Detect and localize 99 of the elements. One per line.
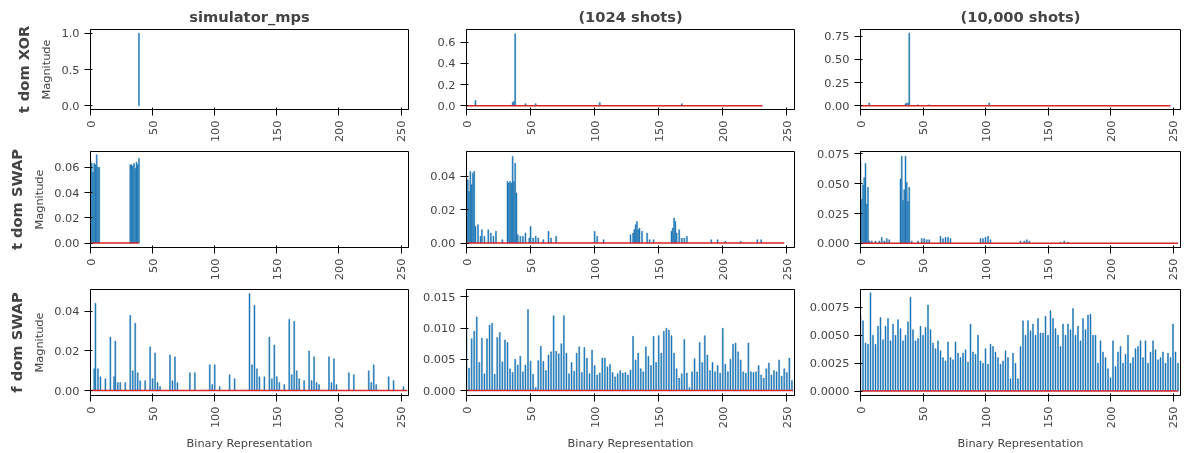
- y-tick-label: 0.02: [430, 202, 456, 217]
- x-tick-label: 150: [269, 258, 284, 281]
- x-tick-label: 250: [779, 406, 794, 429]
- y-tick-label: 0.0075: [809, 300, 850, 315]
- x-tick-label: 100: [207, 406, 222, 429]
- x-axis-title: Binary Representation: [186, 436, 313, 451]
- x-tick-label: 50: [523, 120, 538, 135]
- y-tick-label: 0.0050: [809, 328, 850, 343]
- x-tick-label: 250: [1166, 406, 1180, 429]
- x-tick-label: 250: [394, 120, 409, 143]
- chart-title: simulator_mps: [189, 7, 311, 26]
- text: t dom XOR: [14, 25, 32, 114]
- y-tick-label: 0.000: [423, 383, 456, 398]
- y-tick-label: 0.015: [423, 289, 456, 304]
- y-tick-label: 0.00: [430, 236, 456, 251]
- x-tick-label: 200: [1103, 258, 1118, 281]
- y-tick-label: 0.4: [437, 56, 456, 71]
- y-tick-label: 0.06: [54, 160, 80, 175]
- x-tick-label: 100: [207, 120, 222, 143]
- x-tick-label: 0: [853, 258, 868, 266]
- y-axis-title: Magnitude: [32, 169, 47, 230]
- x-tick-label: 50: [145, 120, 160, 135]
- y-tick-label: 0.04: [430, 169, 456, 184]
- y-tick-label: 0.75: [824, 29, 850, 44]
- x-tick-label: 250: [394, 258, 409, 281]
- x-tick-label: 100: [587, 120, 602, 143]
- text: f dom SWAP: [7, 291, 25, 393]
- x-tick-label: 200: [715, 120, 730, 143]
- x-tick-label: 200: [1103, 120, 1118, 143]
- y-tick-label: 0.0: [61, 98, 80, 113]
- y-tick-label: 0.00: [54, 236, 80, 251]
- x-tick-label: 0: [459, 258, 474, 266]
- x-tick-label: 100: [587, 406, 602, 429]
- x-tick-label: 200: [331, 406, 346, 429]
- x-tick-label: 250: [779, 120, 794, 143]
- x-tick-label: 0: [83, 406, 98, 414]
- y-axis-title: Magnitude: [39, 39, 54, 100]
- y-tick-label: 0.25: [824, 75, 850, 90]
- x-tick-label: 50: [916, 258, 930, 273]
- x-tick-label: 150: [1041, 406, 1055, 429]
- x-tick-label: 100: [207, 258, 222, 281]
- y-tick-label: 0.0025: [809, 356, 850, 371]
- x-tick-label: 150: [269, 406, 284, 429]
- y-tick-label: 0.025: [817, 206, 850, 221]
- x-tick-label: 0: [83, 258, 98, 266]
- x-tick-label: 50: [523, 258, 538, 273]
- x-axis-title: Binary Representation: [567, 436, 694, 451]
- y-axis-title: Magnitude: [32, 312, 47, 373]
- x-tick-label: 200: [1103, 406, 1118, 429]
- x-tick-label: 0: [83, 120, 98, 128]
- x-tick-label: 50: [145, 406, 160, 421]
- chart-title: (10,000 shots): [960, 7, 1081, 25]
- x-tick-label: 150: [651, 406, 666, 429]
- x-tick-label: 250: [1166, 120, 1180, 143]
- y-tick-label: 0.050: [817, 176, 850, 191]
- x-axis-title: Binary Representation: [957, 436, 1084, 451]
- y-tick-label: 0.5: [61, 62, 80, 77]
- x-tick-label: 0: [853, 406, 868, 414]
- x-tick-label: 50: [145, 258, 160, 273]
- y-tick-label: 0.000: [817, 236, 850, 251]
- x-tick-label: 200: [331, 120, 346, 143]
- y-tick-label: 0.005: [423, 352, 456, 367]
- x-tick-label: 200: [331, 258, 346, 281]
- x-tick-label: 250: [779, 258, 794, 281]
- x-tick-label: 50: [916, 120, 930, 135]
- x-tick-label: 0: [853, 120, 868, 128]
- x-tick-label: 50: [523, 406, 538, 421]
- y-tick-label: 0.0000: [809, 384, 850, 399]
- x-tick-label: 100: [978, 120, 993, 143]
- y-tick-label: 0.010: [423, 321, 456, 336]
- x-tick-label: 0: [459, 406, 474, 414]
- x-tick-label: 50: [916, 406, 930, 421]
- x-tick-label: 150: [651, 120, 666, 143]
- x-tick-label: 100: [978, 258, 993, 281]
- y-tick-label: 0.00: [54, 383, 80, 398]
- y-tick-label: 0.04: [54, 185, 80, 200]
- x-tick-label: 150: [269, 120, 284, 143]
- x-tick-label: 250: [394, 406, 409, 429]
- x-tick-label: 150: [651, 258, 666, 281]
- y-tick-label: 0.00: [824, 98, 850, 113]
- y-tick-label: 0.02: [54, 210, 80, 225]
- y-tick-label: 0.50: [824, 52, 850, 67]
- x-tick-label: 150: [1041, 120, 1055, 143]
- x-tick-label: 250: [1166, 258, 1180, 281]
- y-tick-label: 0.02: [54, 343, 80, 358]
- y-tick-label: 0.6: [437, 35, 456, 50]
- x-tick-label: 200: [715, 258, 730, 281]
- chart-title: (1024 shots): [578, 7, 683, 25]
- x-tick-label: 150: [1041, 258, 1055, 281]
- y-tick-label: 0.075: [817, 146, 850, 161]
- x-tick-label: 100: [978, 406, 993, 429]
- y-tick-label: 0.04: [54, 304, 80, 319]
- x-tick-label: 0: [459, 120, 474, 128]
- y-tick-label: 0.2: [437, 77, 456, 92]
- y-tick-label: 1.0: [61, 26, 80, 41]
- x-tick-label: 200: [715, 406, 730, 429]
- y-tick-label: 0.0: [437, 98, 456, 113]
- text: t dom SWAP: [7, 148, 25, 251]
- x-tick-label: 100: [587, 258, 602, 281]
